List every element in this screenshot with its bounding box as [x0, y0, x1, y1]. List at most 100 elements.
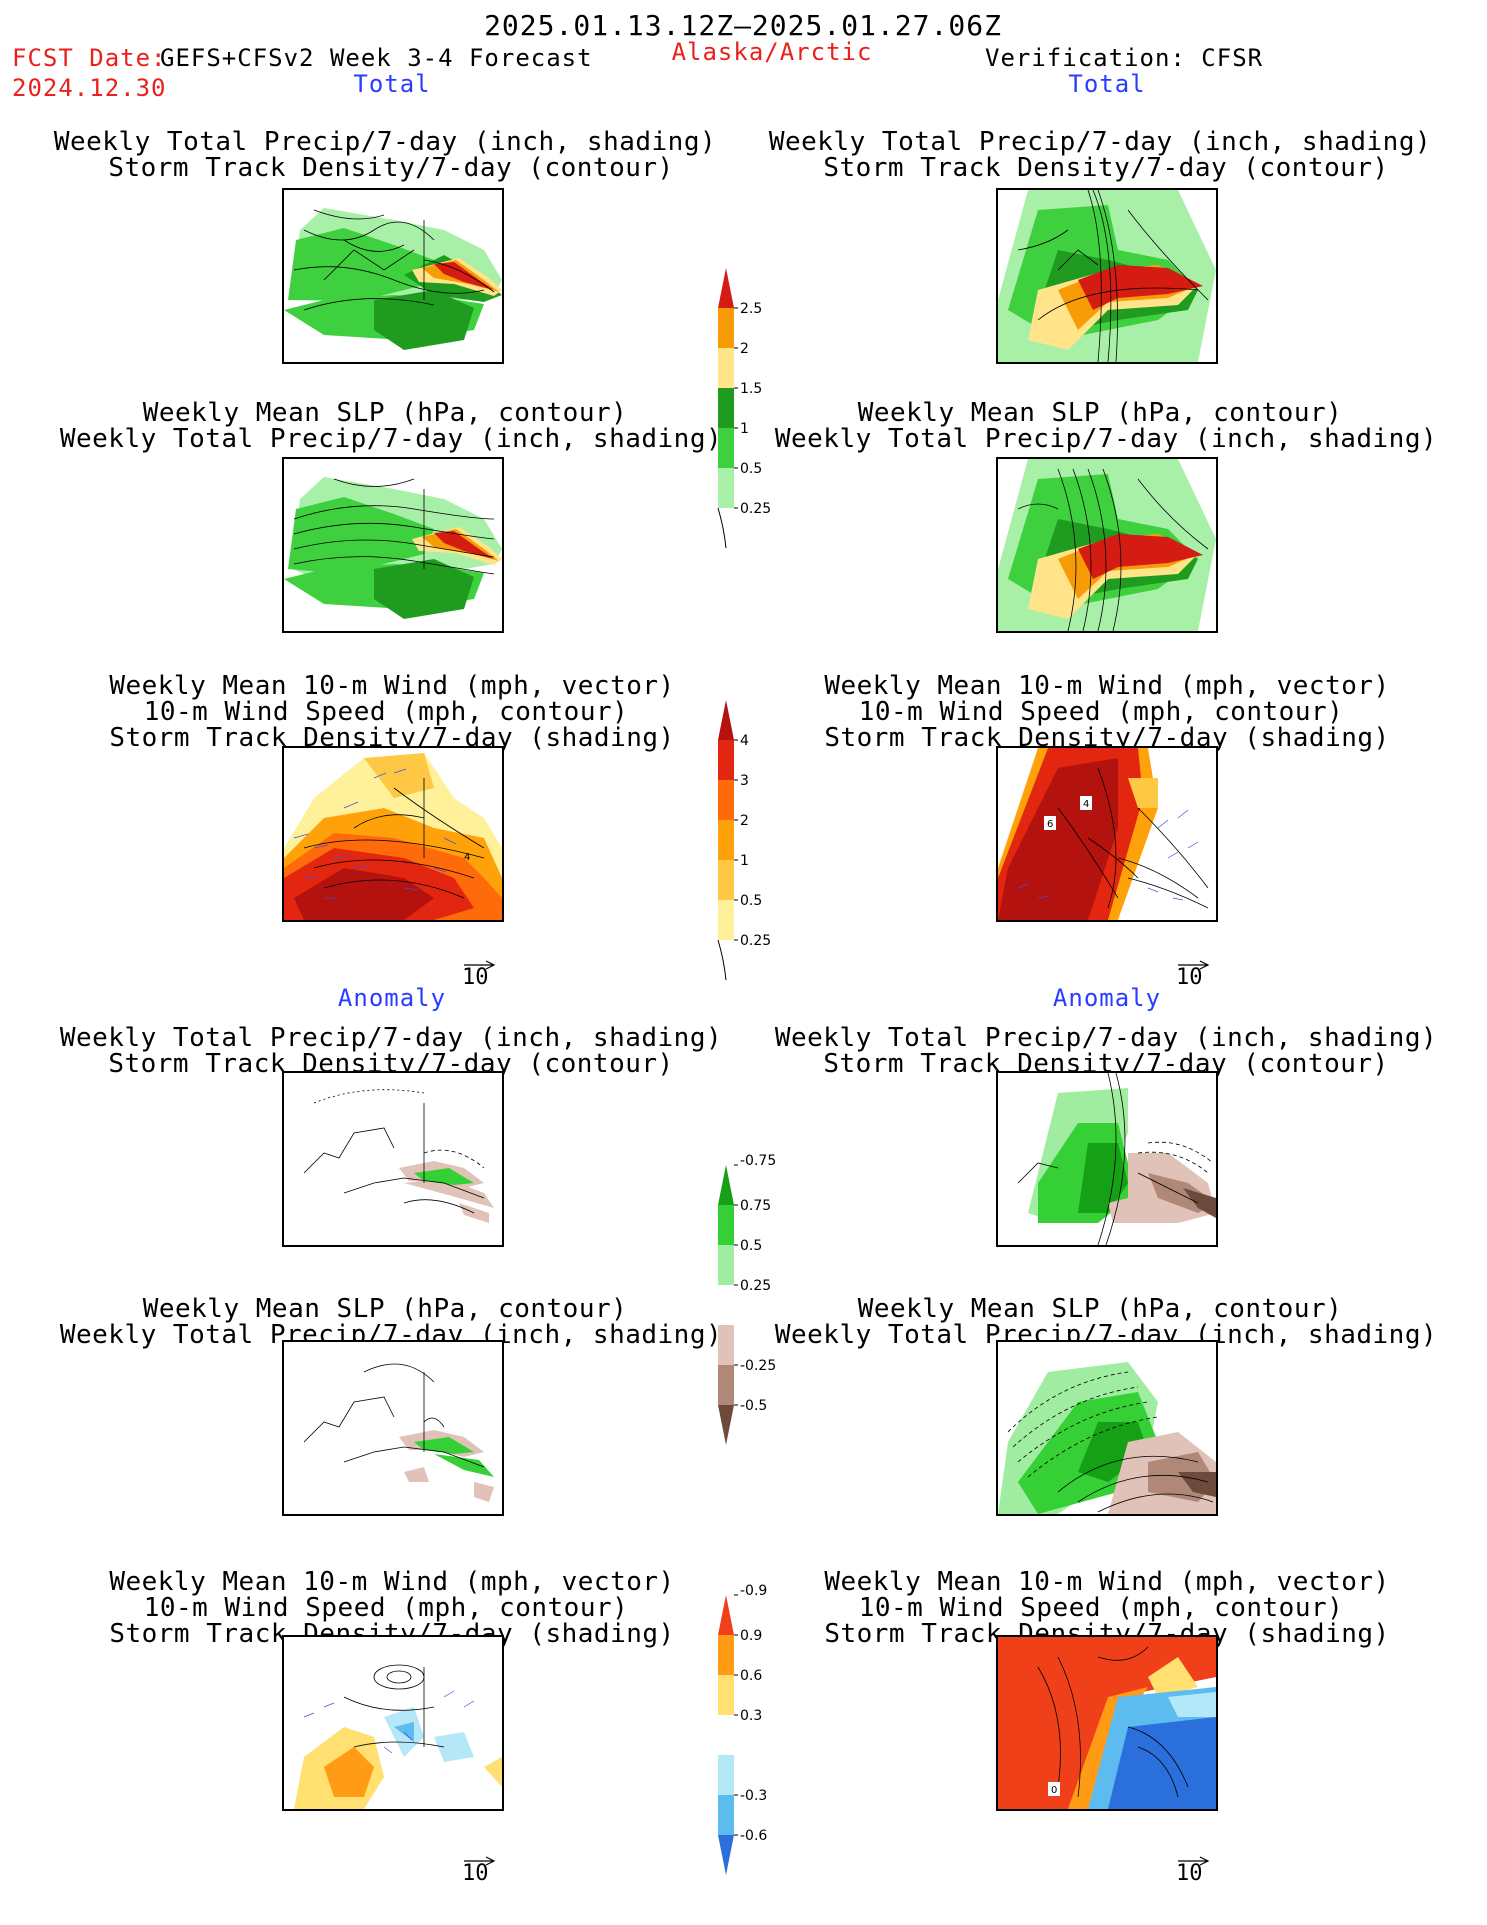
colorbar-label: 0.75 [740, 1198, 771, 1214]
vector-reference-label: 10 [1176, 965, 1203, 990]
colorbar-swatch [718, 1715, 734, 1755]
map-wind-storm-total-forecast: 4 [282, 746, 504, 922]
colorbar-label: 0.5 [740, 893, 762, 909]
colorbar-label: 0.6 [740, 1668, 762, 1684]
colorbar-swatch [718, 1245, 734, 1285]
colorbar-swatch [718, 1795, 734, 1835]
colorbar-label: 0.5 [740, 1238, 762, 1254]
colorbar-storm-anom: 0.9 0.6 0.3 -0.3 -0.6 -0.9 [718, 1583, 798, 1875]
panel-title: Weekly Mean 10-m Wind (mph, vector) [109, 671, 675, 701]
colorbar-label: 1 [740, 421, 749, 437]
colorbar-label: -0.75 [740, 1153, 776, 1169]
panel-title: Weekly Mean SLP (hPa, contour) [857, 1294, 1343, 1324]
colorbar-swatch [718, 1635, 734, 1675]
colorbar-label: -0.25 [740, 1358, 776, 1374]
colorbar-swatch [718, 860, 734, 900]
colorbar-swatch [718, 428, 734, 468]
colorbar-swatch [718, 1205, 734, 1245]
panel-title: Storm Track Density/7-day (contour) [823, 153, 1389, 183]
panel-title: Storm Track Density/7-day (shading) [824, 723, 1390, 753]
panel-title: 10-m Wind Speed (mph, contour) [143, 1593, 629, 1623]
colorbar-label: 3 [740, 773, 749, 789]
panel-title: Storm Track Density/7-day (contour) [108, 153, 674, 183]
panel-title: Weekly Mean SLP (hPa, contour) [142, 398, 628, 428]
colorbar-swatch [718, 468, 734, 508]
section-total-right: Total [1068, 70, 1146, 98]
colorbar-swatch [718, 1675, 734, 1715]
colorbar-tip [718, 268, 734, 308]
verification-label: Verification: CFSR [985, 44, 1264, 72]
contour-label: 4 [464, 852, 470, 863]
panel-title: Weekly Mean SLP (hPa, contour) [142, 1294, 628, 1324]
section-anomaly-left: Anomaly [337, 984, 447, 1012]
model-label: GEFS+CFSv2 Week 3-4 Forecast [160, 44, 593, 72]
vector-reference-label: 10 [462, 965, 489, 990]
section-anomaly-right: Anomaly [1052, 984, 1162, 1012]
colorbar-svg: 0.75 0.5 0.25 -0.25 -0.5 -0.75 [718, 1153, 776, 1445]
colorbar-label: 0.5 [740, 461, 762, 477]
colorbar-label: 0.25 [740, 933, 771, 949]
panel-title: Weekly Total Precip/7-day (inch, shading… [774, 1320, 1438, 1350]
colorbar-tail [717, 507, 727, 549]
colorbar-precip-anom: 0.75 0.5 0.25 -0.25 -0.5 -0.75 [718, 1153, 798, 1445]
panel-title: Weekly Total Precip/7-day (inch, shading… [59, 1023, 723, 1053]
panel-title: 10-m Wind Speed (mph, contour) [143, 697, 629, 727]
colorbar-tail [717, 939, 727, 981]
vector-reference-label: 10 [1176, 1861, 1203, 1886]
colorbar-tip [718, 1165, 734, 1205]
panel-title: 10-m Wind Speed (mph, contour) [858, 1593, 1344, 1623]
colorbar-storm-total: 4 3 2 1 0.5 0.25 [717, 700, 788, 981]
panel-title: Weekly Mean 10-m Wind (mph, vector) [109, 1567, 675, 1597]
panel-title: Weekly Mean 10-m Wind (mph, vector) [824, 1567, 1390, 1597]
colorbar-tip [718, 1405, 734, 1445]
colorbar-swatch [718, 348, 734, 388]
vector-reference-left-total: 10 [462, 955, 498, 989]
contour-label: 4 [1083, 799, 1089, 810]
vector-reference-right-anom: 10 [1176, 1851, 1212, 1885]
map-slp-precip-anom-verification [996, 1340, 1218, 1516]
colorbar-swatch [718, 1755, 734, 1795]
region-label: Alaska/Arctic [671, 38, 873, 66]
colorbar-label: 2.5 [740, 301, 762, 317]
colorbar-label: 0.25 [740, 1278, 771, 1294]
colorbar-swatch [718, 1325, 734, 1365]
map-precip-total-verification [996, 188, 1218, 364]
panel-title: Weekly Mean 10-m Wind (mph, vector) [824, 671, 1390, 701]
colorbar-svg: 2.5 2 1.5 1 0.5 0.25 [717, 268, 771, 549]
colorbar-swatch [718, 1285, 734, 1325]
panel-title: Weekly Total Precip/7-day (inch, shading… [59, 424, 723, 454]
colorbar-swatch [718, 820, 734, 860]
colorbar-label: -0.9 [740, 1583, 767, 1599]
map-wind-storm-anom-forecast [282, 1635, 504, 1811]
colorbar-label: 2 [740, 813, 749, 829]
colorbar-label: 1 [740, 853, 749, 869]
colorbar-svg: 4 3 2 1 0.5 0.25 [717, 700, 771, 981]
colorbar-tip [718, 1595, 734, 1635]
panel-title: 10-m Wind Speed (mph, contour) [858, 697, 1344, 727]
map-wind-storm-total-verification: 4 6 [996, 746, 1218, 922]
map-precip-anom-forecast [282, 1071, 504, 1247]
colorbar-label: 0.9 [740, 1628, 762, 1644]
map-precip-total-forecast [282, 188, 504, 364]
colorbar-swatch [718, 1365, 734, 1405]
colorbar-swatch [718, 308, 734, 348]
colorbar-label: 0.3 [740, 1708, 762, 1724]
panel-title: Weekly Total Precip/7-day (inch, shading… [59, 1320, 723, 1350]
colorbar-label: -0.3 [740, 1788, 767, 1804]
map-wind-storm-anom-verification: 0 [996, 1635, 1218, 1811]
colorbar-svg: 0.9 0.6 0.3 -0.3 -0.6 -0.9 [718, 1583, 767, 1875]
section-total-left: Total [353, 70, 431, 98]
panel-title: Weekly Total Precip/7-day (inch, shading… [774, 424, 1438, 454]
colorbar-tip [718, 700, 734, 740]
panel-title: Weekly Total Precip/7-day (inch, shading… [774, 1023, 1438, 1053]
vector-reference-left-anom: 10 [462, 1851, 498, 1885]
panel-title: Weekly Total Precip/7-day (inch, shading… [53, 127, 717, 157]
colorbar-swatch [718, 388, 734, 428]
colorbar-label: -0.6 [740, 1828, 767, 1844]
contour-label: 0 [1051, 1785, 1057, 1796]
colorbar-label: 2 [740, 341, 749, 357]
map-slp-precip-forecast [282, 457, 504, 633]
colorbar-swatch [718, 740, 734, 780]
vector-reference-label: 10 [462, 1861, 489, 1886]
colorbar-label: 1.5 [740, 381, 762, 397]
